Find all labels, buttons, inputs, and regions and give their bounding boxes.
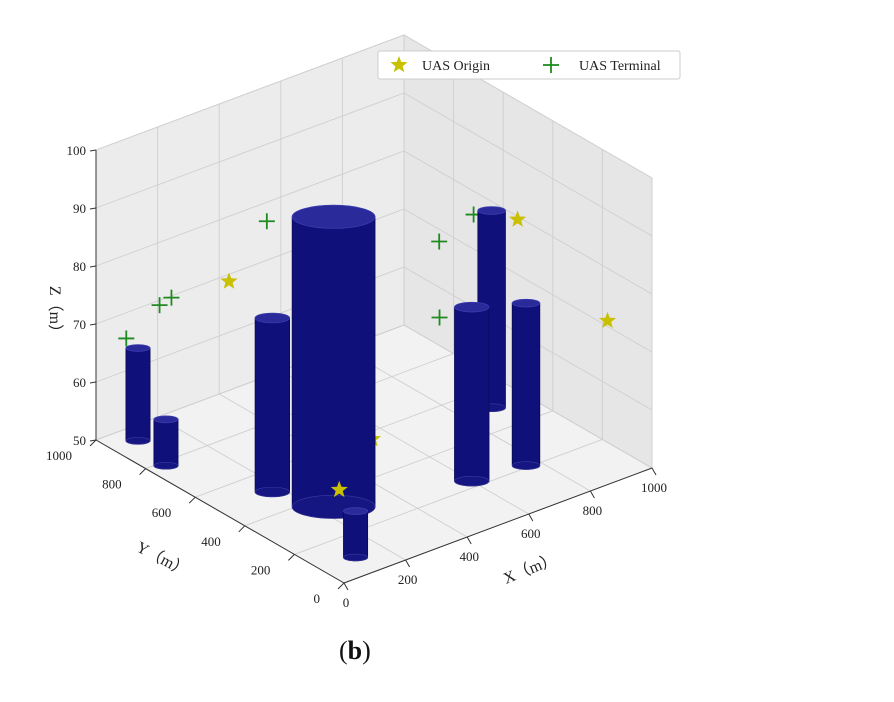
y-tick-label: 1000 <box>46 448 72 463</box>
cylinder-base <box>511 461 541 470</box>
x-tick-label: 800 <box>583 503 603 518</box>
cylinder-body <box>291 216 376 519</box>
z-tick-mark <box>89 439 97 442</box>
origin-point <box>599 311 617 328</box>
cylinder-body <box>511 302 541 470</box>
obstacle-cylinder <box>153 415 179 470</box>
x-tick-label: 1000 <box>641 480 667 495</box>
x-tick-mark <box>528 513 534 522</box>
terminal-point <box>431 309 448 326</box>
cylinder-top <box>477 206 506 215</box>
grid-line-z <box>95 324 653 469</box>
x-axis-line <box>343 467 653 584</box>
z-tick-label: 60 <box>73 375 86 390</box>
y-tick-label: 600 <box>152 505 172 520</box>
grid-line-z <box>95 150 653 295</box>
panel-label-open: ( <box>339 636 348 665</box>
obstacle-cylinder <box>511 298 541 470</box>
z-axis-label: Z（m） <box>46 286 64 340</box>
x-tick-mark <box>343 582 349 591</box>
y-axis-label: Y（m） <box>133 538 191 580</box>
z-tick-label: 100 <box>67 143 87 158</box>
z-tick-label: 80 <box>73 259 86 274</box>
obstacle-cylinder <box>254 312 291 498</box>
y-tick-mark <box>238 525 246 533</box>
terminal-point <box>151 297 168 314</box>
cylinder-base <box>153 462 179 470</box>
z-tick-label: 90 <box>73 201 86 216</box>
x-tick-label: 600 <box>521 526 541 541</box>
obstacle-cylinder <box>125 344 151 445</box>
cylinder-top <box>343 507 369 515</box>
obstacle-cylinder <box>291 204 376 519</box>
legend-label-terminal: UAS Terminal <box>579 59 661 74</box>
legend-box <box>377 50 681 80</box>
obstacle-cylinder <box>454 301 490 487</box>
cylinder-top <box>125 344 151 352</box>
tick-labels: 0200400600800100002004006008001000506070… <box>46 143 667 610</box>
cylinder-top <box>454 301 490 313</box>
y-tick-label: 800 <box>102 477 122 492</box>
x-tick-mark <box>589 490 595 499</box>
y-tick-mark <box>288 554 295 561</box>
panel-label: (b) <box>339 636 371 666</box>
y-tick-label: 200 <box>251 562 271 577</box>
origin-point <box>509 210 527 227</box>
z-tick-mark <box>89 149 97 152</box>
z-tick-mark <box>89 381 97 384</box>
terminal-point <box>431 233 448 250</box>
grid-line-z <box>95 92 653 237</box>
y-axis-line <box>95 439 345 584</box>
plot-objects <box>118 204 617 562</box>
y-tick-label: 400 <box>201 534 221 549</box>
plus-icon <box>543 57 559 73</box>
x-tick-mark <box>651 467 657 476</box>
origin-point <box>330 480 348 498</box>
cylinder-top <box>291 204 376 229</box>
x-tick-label: 400 <box>459 549 479 564</box>
panel-label-letter: b <box>347 636 363 665</box>
terminal-point <box>163 289 180 306</box>
legend: UAS Origin UAS Terminal <box>377 50 681 80</box>
star-icon <box>390 56 408 73</box>
x-tick-mark <box>405 559 411 568</box>
y-tick-mark <box>337 582 345 590</box>
cylinder-top <box>153 415 179 424</box>
terminal-point <box>258 213 275 230</box>
y-tick-mark <box>139 468 146 475</box>
cylinder-base <box>254 486 290 498</box>
grid-line-z <box>95 266 653 411</box>
cylinder-body <box>125 347 151 445</box>
cylinder-body <box>343 510 369 562</box>
y-tick-mark <box>89 439 97 447</box>
panel-label-close: ) <box>362 636 371 665</box>
obstacle-cylinder <box>343 507 369 562</box>
cylinder-body <box>153 418 179 470</box>
z-tick-mark <box>89 265 97 268</box>
origin-point <box>220 272 238 289</box>
terminal-point <box>118 330 135 347</box>
x-tick-label: 0 <box>343 595 350 610</box>
z-tick-mark <box>89 323 97 326</box>
cylinder-body <box>454 306 490 487</box>
z-tick-mark <box>89 207 97 210</box>
x-axis-label: X（m） <box>501 550 560 588</box>
cylinder-top <box>254 312 291 324</box>
cylinder-base <box>125 437 151 445</box>
axis-lines <box>89 149 657 591</box>
cylinder-body <box>254 317 291 498</box>
grid-line-z <box>95 208 653 353</box>
x-tick-label: 200 <box>398 572 418 587</box>
grid-line-z <box>95 34 653 179</box>
z-tick-label: 70 <box>73 317 86 332</box>
x-tick-mark <box>466 536 472 545</box>
y-tick-label: 0 <box>314 591 321 606</box>
cylinder-top <box>511 298 541 308</box>
cylinder-base <box>454 475 490 487</box>
legend-label-origin: UAS Origin <box>422 59 490 74</box>
z-tick-label: 50 <box>73 433 86 448</box>
y-tick-mark <box>188 496 196 504</box>
cylinder-base <box>343 553 368 562</box>
